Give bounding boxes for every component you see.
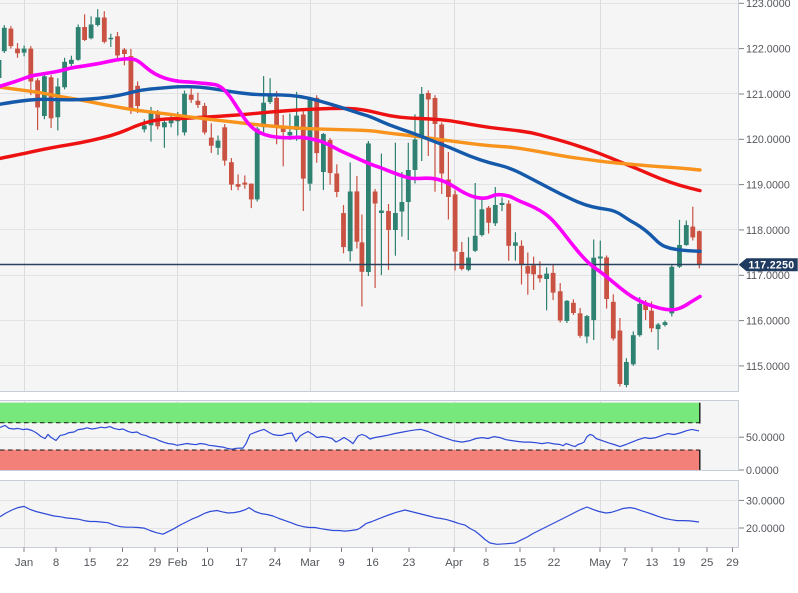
svg-text:Jan: Jan — [15, 557, 33, 569]
svg-text:120.0000: 120.0000 — [746, 134, 791, 146]
svg-text:0.0000: 0.0000 — [746, 465, 779, 477]
svg-text:115.0000: 115.0000 — [746, 361, 790, 373]
svg-text:7: 7 — [622, 557, 628, 569]
svg-text:9: 9 — [338, 557, 344, 569]
svg-text:15: 15 — [514, 557, 527, 569]
svg-text:16: 16 — [366, 557, 379, 569]
svg-text:13: 13 — [646, 557, 659, 569]
svg-text:29: 29 — [149, 557, 162, 569]
svg-text:121.0000: 121.0000 — [746, 89, 791, 101]
svg-text:117.2250: 117.2250 — [749, 259, 795, 271]
svg-text:15: 15 — [84, 557, 97, 569]
svg-text:25: 25 — [701, 557, 714, 569]
svg-text:19: 19 — [673, 557, 686, 569]
svg-text:22: 22 — [548, 557, 561, 569]
svg-text:116.0000: 116.0000 — [746, 316, 790, 328]
svg-text:122.0000: 122.0000 — [746, 44, 791, 56]
svg-text:8: 8 — [483, 557, 489, 569]
svg-text:20.0000: 20.0000 — [746, 523, 785, 535]
svg-text:Apr: Apr — [445, 557, 463, 569]
svg-text:Mar: Mar — [300, 557, 320, 569]
svg-text:22: 22 — [116, 557, 129, 569]
svg-text:Feb: Feb — [168, 557, 188, 569]
svg-text:119.0000: 119.0000 — [746, 180, 790, 192]
svg-text:17: 17 — [235, 557, 248, 569]
svg-text:123.0000: 123.0000 — [746, 0, 791, 10]
svg-text:10: 10 — [201, 557, 214, 569]
svg-text:May: May — [589, 557, 611, 569]
svg-text:118.0000: 118.0000 — [746, 225, 790, 237]
svg-text:29: 29 — [726, 557, 739, 569]
svg-text:50.0000: 50.0000 — [746, 432, 785, 444]
svg-text:30.0000: 30.0000 — [746, 495, 785, 507]
svg-text:23: 23 — [403, 557, 416, 569]
svg-text:24: 24 — [269, 557, 282, 569]
svg-text:117.0000: 117.0000 — [746, 270, 790, 282]
svg-text:8: 8 — [53, 557, 59, 569]
